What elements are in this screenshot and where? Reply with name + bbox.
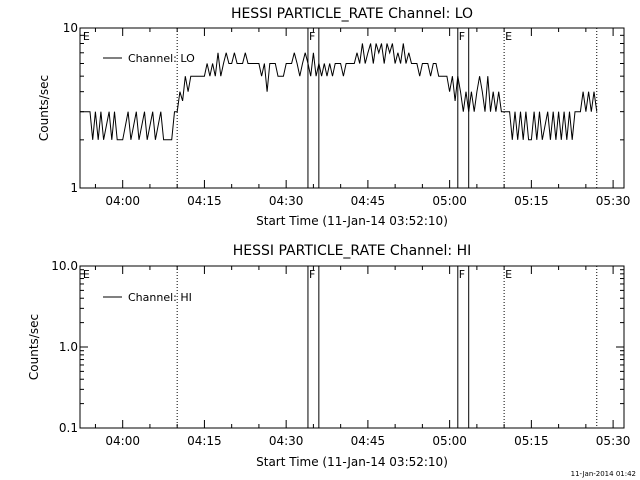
- hi-x-tick-label: 04:15: [187, 434, 222, 448]
- chart-lo-x-label: Start Time (11-Jan-14 03:52:10): [256, 214, 448, 228]
- hi-marker-label: F: [459, 268, 465, 281]
- chart-lo-x-axis: 04:00 04:15 04:30 04:45 05:00 05:15 05:30: [94, 28, 631, 208]
- chart-lo-y-axis: 1 10: [63, 21, 624, 195]
- hi-marker-label: E: [83, 268, 90, 281]
- chart-hi-y-label: Counts/sec: [27, 314, 41, 380]
- chart-lo-title: HESSI PARTICLE_RATE Channel: LO: [231, 6, 473, 22]
- lo-x-tick-label: 05:00: [432, 194, 467, 208]
- lo-series-line: [80, 43, 598, 141]
- lo-x-tick-label: 05:15: [514, 194, 549, 208]
- chart-lo-legend: Channel: LO: [103, 52, 195, 65]
- hi-y-tick-label: 0.1: [59, 421, 78, 435]
- lo-x-tick-label: 04:15: [187, 194, 222, 208]
- chart-hi-legend-label: Channel: HI: [128, 291, 192, 304]
- hi-x-tick-label: 05:15: [514, 434, 549, 448]
- hi-x-tick-label: 05:30: [596, 434, 631, 448]
- chart-lo-y-label: Counts/sec: [37, 75, 51, 141]
- chart-lo-series: [80, 43, 598, 141]
- hi-y-tick-label: 1.0: [59, 340, 78, 354]
- lo-marker-label: F: [309, 30, 315, 43]
- chart-hi-x-label: Start Time (11-Jan-14 03:52:10): [256, 455, 448, 469]
- chart-hi: HESSI PARTICLE_RATE Channel: HI E F F E 04:…: [27, 243, 630, 469]
- hi-x-tick-label: 04:00: [105, 434, 140, 448]
- hi-marker-label: F: [309, 268, 315, 281]
- hi-y-tick-label: 10.0: [51, 259, 78, 273]
- hi-x-tick-label: 05:00: [432, 434, 467, 448]
- chart-hi-x-axis: 04:00 04:15 04:30 04:45 05:00 05:15 05:30: [94, 266, 631, 448]
- chart-hi-legend: Channel: HI: [103, 291, 192, 304]
- hi-marker-label: E: [505, 268, 512, 281]
- chart-lo: HESSI PARTICLE_RATE Channel: LO E F F E 04:…: [37, 6, 630, 228]
- lo-x-tick-label: 05:30: [596, 194, 631, 208]
- lo-x-tick-label: 04:45: [351, 194, 386, 208]
- chart-lo-legend-label: Channel: LO: [128, 52, 195, 65]
- lo-y-tick-label: 1: [70, 181, 78, 195]
- lo-marker-label: F: [459, 30, 465, 43]
- hi-x-tick-label: 04:45: [351, 434, 386, 448]
- lo-y-tick-label: 10: [63, 21, 78, 35]
- chart-lo-frame: [79, 27, 625, 189]
- lo-x-tick-label: 04:00: [105, 194, 140, 208]
- lo-marker-label: E: [83, 30, 90, 43]
- hi-x-tick-label: 04:30: [269, 434, 304, 448]
- lo-marker-label: E: [505, 30, 512, 43]
- footer-timestamp: 11-Jan-2014 01:42: [571, 470, 636, 478]
- chart-hi-y-axis: 0.1 1.0 10.0: [51, 259, 624, 435]
- chart-hi-title: HESSI PARTICLE_RATE Channel: HI: [233, 243, 471, 259]
- lo-x-tick-label: 04:30: [269, 194, 304, 208]
